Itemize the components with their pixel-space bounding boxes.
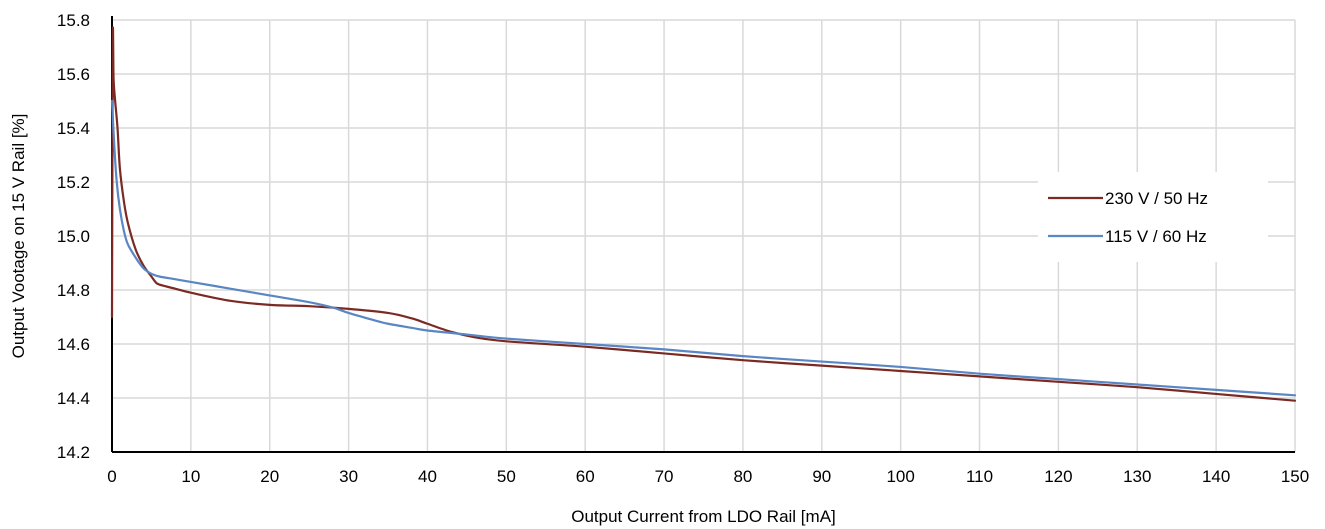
- x-axis-title: Output Current from LDO Rail [mA]: [571, 507, 836, 526]
- x-tick-label: 80: [733, 467, 752, 486]
- y-tick-labels: 14.2 14.4 14.6 14.8 15.0 15.2 15.4 15.6 15.8: [57, 11, 90, 462]
- x-tick-label: 120: [1044, 467, 1072, 486]
- x-tick-label: 100: [886, 467, 914, 486]
- x-tick-labels: 0 10 20 30 40 50 60 70 80 90 100 110 120 130 140 150: [107, 467, 1309, 486]
- x-tick-label: 30: [339, 467, 358, 486]
- x-tick-label: 150: [1281, 467, 1309, 486]
- x-tick-label: 40: [418, 467, 437, 486]
- x-tick-label: 50: [497, 467, 516, 486]
- x-tick-label: 10: [181, 467, 200, 486]
- x-tick-label: 0: [107, 467, 116, 486]
- y-tick-label: 14.4: [57, 389, 90, 408]
- x-tick-label: 60: [576, 467, 595, 486]
- series-line-2: [110, 99, 1297, 397]
- x-tick-label: 90: [812, 467, 831, 486]
- y-tick-label: 15.2: [57, 173, 90, 192]
- y-tick-label: 15.4: [57, 119, 90, 138]
- x-tick-label: 20: [260, 467, 279, 486]
- y-tick-label: 15.6: [57, 65, 90, 84]
- legend-label: 230 V / 50 Hz: [1105, 189, 1208, 208]
- x-tick-label: 140: [1202, 467, 1230, 486]
- y-tick-label: 15.0: [57, 227, 90, 246]
- x-tick-label: 70: [655, 467, 674, 486]
- y-tick-label: 14.8: [57, 281, 90, 300]
- y-tick-label: 14.6: [57, 335, 90, 354]
- y-tick-label: 15.8: [57, 11, 90, 30]
- series-lines: [110, 26, 1297, 402]
- y-tick-label: 14.2: [57, 443, 90, 462]
- legend-label: 115 V / 60 Hz: [1105, 227, 1207, 246]
- legend: 230 V / 50 Hz 115 V / 60 Hz: [1038, 172, 1268, 262]
- legend-background: [1038, 172, 1268, 262]
- y-axis-title: Output Vootage on 15 V Rail [%]: [9, 114, 28, 359]
- x-tick-label: 130: [1123, 467, 1151, 486]
- x-tick-label: 110: [966, 467, 993, 486]
- series-line-1: [110, 26, 1297, 402]
